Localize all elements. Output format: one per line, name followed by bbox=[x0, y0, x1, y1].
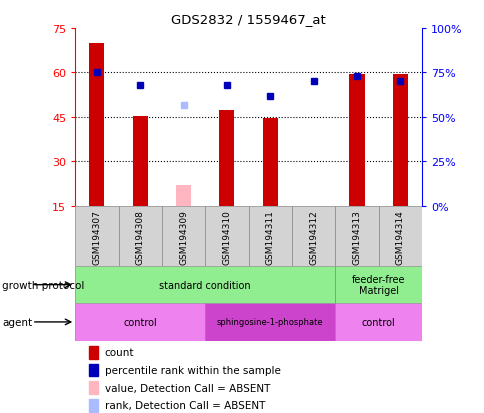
Text: GSM194312: GSM194312 bbox=[308, 209, 318, 264]
Text: GSM194314: GSM194314 bbox=[395, 209, 404, 264]
Text: GSM194310: GSM194310 bbox=[222, 209, 231, 264]
Text: GSM194313: GSM194313 bbox=[352, 209, 361, 264]
Bar bbox=[392, 75, 407, 206]
Bar bbox=[118, 206, 162, 266]
Bar bbox=[162, 206, 205, 266]
Text: GSM194311: GSM194311 bbox=[265, 209, 274, 264]
Text: feeder-free
Matrigel: feeder-free Matrigel bbox=[351, 274, 405, 296]
Bar bbox=[291, 206, 334, 266]
Bar bbox=[75, 266, 334, 304]
Bar bbox=[248, 206, 291, 266]
Text: rank, Detection Call = ABSENT: rank, Detection Call = ABSENT bbox=[105, 400, 264, 410]
Bar bbox=[334, 206, 378, 266]
Text: agent: agent bbox=[2, 317, 32, 327]
Text: value, Detection Call = ABSENT: value, Detection Call = ABSENT bbox=[105, 383, 270, 393]
Bar bbox=[89, 399, 97, 412]
Bar bbox=[348, 75, 364, 206]
Text: count: count bbox=[105, 348, 134, 358]
Bar bbox=[219, 110, 234, 206]
Title: GDS2832 / 1559467_at: GDS2832 / 1559467_at bbox=[171, 13, 325, 26]
Text: GSM194308: GSM194308 bbox=[136, 209, 144, 264]
Bar bbox=[89, 346, 97, 359]
Bar bbox=[334, 266, 421, 304]
Text: control: control bbox=[123, 317, 157, 327]
Bar bbox=[89, 364, 97, 377]
Bar bbox=[176, 186, 191, 206]
Text: standard condition: standard condition bbox=[159, 280, 251, 290]
Text: sphingosine-1-phosphate: sphingosine-1-phosphate bbox=[216, 318, 323, 327]
Bar bbox=[205, 304, 334, 341]
Text: GSM194309: GSM194309 bbox=[179, 209, 188, 264]
Text: control: control bbox=[361, 317, 394, 327]
Bar bbox=[262, 119, 277, 206]
Bar bbox=[378, 206, 421, 266]
Text: percentile rank within the sample: percentile rank within the sample bbox=[105, 365, 280, 375]
Bar bbox=[75, 206, 118, 266]
Text: GSM194307: GSM194307 bbox=[92, 209, 101, 264]
Bar bbox=[132, 116, 148, 206]
Bar bbox=[89, 382, 97, 394]
Text: growth protocol: growth protocol bbox=[2, 280, 85, 290]
Bar bbox=[205, 206, 248, 266]
Bar bbox=[89, 44, 104, 206]
Bar bbox=[334, 304, 421, 341]
Bar bbox=[75, 304, 205, 341]
